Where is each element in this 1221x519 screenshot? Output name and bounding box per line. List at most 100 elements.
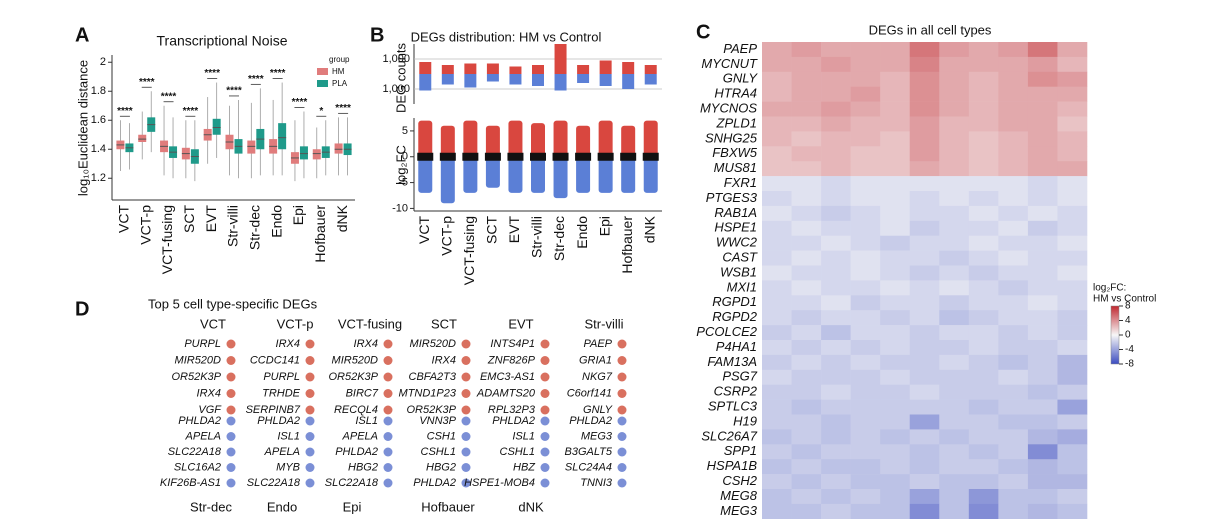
heatmap-cell [880,250,911,266]
heatmap-cell [762,340,792,356]
heatmap-cell [1057,101,1088,117]
down-dot [540,478,550,488]
heatmap-cell [998,250,1029,266]
heatmap-cell [1027,116,1058,132]
heatmap-cell [791,399,822,415]
row-label: MYCNOS [700,100,757,115]
heatmap-cell [880,71,911,87]
heatmap-cell [998,340,1029,356]
heatmap-cell [791,265,822,281]
heatmap-cell [762,176,792,192]
gene-up: CCDC141 [250,354,300,366]
box [138,134,147,142]
heatmap-cell [791,280,822,296]
heatmap-cell [1027,280,1058,296]
heatmap-cell [762,191,792,207]
heatmap-cell [1057,414,1088,430]
heatmap-cell [850,354,881,371]
panel-label: C [696,21,710,43]
heatmap-cell [939,191,970,207]
gene-up: MIR520D [175,354,222,366]
heatmap-cell [968,474,999,490]
heatmap-cell [821,295,851,311]
gene-up: GRIA1 [579,354,612,366]
gene-down: CSHL1 [421,446,456,458]
count-bar [509,66,522,74]
chart-title: DEGs in all cell types [869,22,992,37]
heatmap-cell [762,384,792,400]
heatmap-cell [939,161,970,177]
heatmap-cell [1027,191,1058,207]
heatmap-cell [850,280,881,296]
heatmap-cell [968,325,999,341]
panel-label: B [370,24,384,46]
heatmap-cell [1027,399,1058,415]
up-dot [305,405,315,415]
heatmap-cell [998,86,1029,102]
x-tick-label: dNK [334,204,350,232]
gene-up: MIR520D [332,354,379,366]
heatmap-cell [1057,176,1088,192]
heatmap-cell [791,116,822,132]
heatmap-cell [968,265,999,281]
up-dot [226,356,236,365]
heatmap-cell [1057,116,1088,132]
count-bar [644,74,657,85]
heatmap-cell [909,176,940,192]
gene-down: TNNI3 [580,477,613,489]
heatmap-cell [821,354,851,371]
heatmap-cell [998,161,1029,177]
heatmap-cell [968,176,999,192]
up-dot [383,339,393,349]
heatmap-cell [1057,295,1088,311]
count-bar [532,74,544,86]
down-dot [383,447,393,457]
count-bar [532,65,544,74]
heatmap-cell [1027,295,1058,311]
heatmap-cell [968,503,999,519]
fc-strip-zero [439,152,456,161]
gene-down: HBZ [513,461,536,473]
heatmap-cell [968,340,999,356]
chart-title: Transcriptional Noise [157,33,288,49]
heatmap-cell [762,265,792,281]
gene-up: IRX4 [354,338,378,350]
heatmap-cell [791,146,822,162]
heatmap-cell [909,429,940,445]
gene-up: INTS4P1 [490,338,535,350]
heatmap-cell [1057,489,1088,505]
heatmap-cell [1057,354,1088,371]
x-tick-label: Str-dec [551,216,567,261]
down-dot [617,432,627,441]
heatmap-cell [850,116,881,132]
up-dot [226,372,236,382]
row-label: WSB1 [720,264,757,279]
gene-up: SERPINB7 [246,404,301,416]
heatmap-cell [998,384,1029,400]
heatmap-cell [821,176,851,192]
heatmap-cell [939,354,970,371]
heatmap-cell [909,369,940,385]
gene-up: PURPL [263,371,300,383]
colorbar-title: log₂FC: [1093,283,1126,294]
heatmap-cell [850,250,881,266]
down-dot [617,416,627,426]
heatmap-cell [821,444,851,460]
heatmap-cell [998,310,1029,326]
heatmap-cell [939,340,970,356]
y-tick-label: -10 [392,202,408,214]
down-dot [540,432,550,441]
heatmap-cell [968,280,999,296]
heatmap-cell [968,191,999,207]
up-dot [305,389,315,398]
up-dot [461,389,471,398]
heatmap-cell [1057,384,1088,400]
heatmap-cell [821,56,851,73]
gene-up: BIRC7 [346,387,379,399]
heatmap-cell [909,265,940,281]
down-dot [383,432,393,441]
fc-strip-down [463,156,478,193]
heatmap-cell [791,444,822,460]
column-header: SCT [431,316,457,331]
heatmap-cell [821,205,851,222]
